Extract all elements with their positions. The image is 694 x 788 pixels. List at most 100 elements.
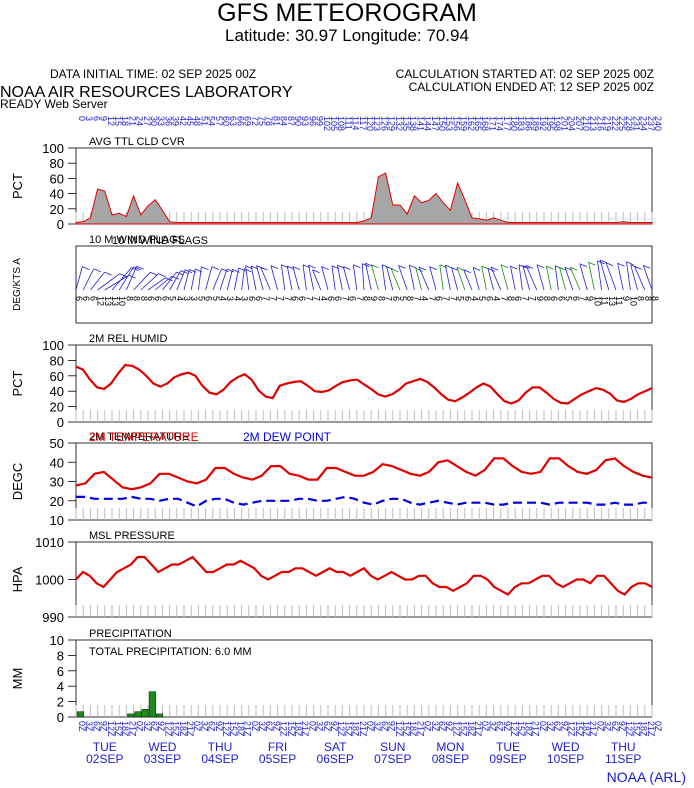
bottom-hour-label: 6Z <box>207 721 217 732</box>
wind-barb <box>487 268 494 291</box>
top-hour-label: 75 <box>257 116 267 126</box>
wind-barb-flag <box>579 263 587 268</box>
y-tick-label: 20 <box>50 202 64 217</box>
top-hour-label: 21 <box>127 116 137 126</box>
wind-speed-label: 7 <box>384 296 394 301</box>
bottom-hour-label: 18Z <box>120 721 130 737</box>
wind-speed-label: 7 <box>427 296 437 301</box>
wind-barb-flag <box>500 264 509 269</box>
top-hour-label: 33 <box>156 116 166 126</box>
wind-speed-label: 8 <box>650 296 660 301</box>
bottom-hour-label: 3Z <box>315 721 325 732</box>
wind-barb-flag <box>343 266 351 270</box>
wind-barb <box>588 262 595 291</box>
wind-barb <box>451 267 458 291</box>
wind-barb-flag <box>189 269 197 273</box>
bottom-hour-label: 3Z <box>257 721 267 732</box>
wind-barb-flag <box>445 264 453 269</box>
y-tick-label: 0 <box>57 415 64 430</box>
wind-barb <box>226 269 233 291</box>
wind-barb-flag <box>536 264 545 269</box>
wind-speed-label: 8 <box>362 296 372 301</box>
footer-credit: NOAA (ARL) <box>606 769 686 785</box>
bottom-hour-label: 15Z <box>171 721 181 737</box>
top-hour-label: 48 <box>192 116 202 126</box>
wind-speed-label: 3 <box>182 296 192 301</box>
wind-barb <box>418 266 430 291</box>
y-tick-label: 30 <box>50 475 64 490</box>
wind-speed-label: 5 <box>398 296 408 301</box>
wind-speed-label: 7 <box>499 296 509 301</box>
wind-barb-flag <box>136 265 144 270</box>
wind-barb <box>390 268 401 291</box>
top-hour-label: 39 <box>171 116 181 126</box>
top-hour-label: 237 <box>646 116 656 131</box>
wind-barb-flag <box>82 266 90 270</box>
wind-barb-flag <box>564 266 573 271</box>
bottom-hour-label: 12Z <box>279 721 289 737</box>
wind-barb-flag <box>93 268 101 273</box>
wind-barb <box>408 265 415 291</box>
bottom-hour-label: 12Z <box>394 721 404 737</box>
calc-ended: CALCULATION ENDED AT: 12 SEP 2025 00Z <box>408 80 654 94</box>
top-hour-label: 141 <box>415 116 425 131</box>
wind-barb <box>510 266 516 291</box>
y-tick-label: 40 <box>50 455 64 470</box>
wind-speed-label: 5 <box>456 296 466 301</box>
bottom-hour-label: 21Z <box>185 721 195 737</box>
top-hour-label: 6 <box>91 116 101 121</box>
bottom-hour-label: 0Z <box>538 721 548 732</box>
wind-barb <box>140 273 159 291</box>
wind-speed-label: 6 <box>463 296 473 301</box>
wind-barb-flag <box>481 265 489 270</box>
wind-barb <box>536 264 545 291</box>
wind-barb-flag <box>487 268 496 272</box>
panel-title: 10 M WIND FLAGS <box>89 234 185 246</box>
wind-speed-label: 6 <box>74 296 84 301</box>
wind-speed-label: 4 <box>420 296 430 301</box>
top-hour-label: 198 <box>552 116 562 131</box>
top-hour-label: 42 <box>178 116 188 126</box>
wind-barb <box>90 271 105 291</box>
series-line <box>75 555 653 596</box>
top-hour-label: 135 <box>401 116 411 131</box>
top-hour-label: 99 <box>315 116 325 126</box>
wind-speed-label: 7 <box>355 296 365 301</box>
y-axis-label: HPA <box>10 566 25 592</box>
wind-barb <box>162 271 177 291</box>
top-hour-label: 150 <box>437 116 447 131</box>
top-hour-label: 27 <box>142 116 152 126</box>
wind-speed-label: 9 <box>369 296 379 301</box>
bottom-hour-label: 12Z <box>567 721 577 737</box>
day-of-week-label: WED <box>552 740 580 754</box>
top-hour-label: 165 <box>473 116 483 131</box>
top-hour-label: 30 <box>149 116 159 126</box>
wind-barb-flag <box>312 269 320 274</box>
wind-barb-flag <box>150 271 158 276</box>
wind-barb <box>605 262 617 291</box>
wind-barb-flag <box>451 267 459 271</box>
top-hour-label: 186 <box>523 116 533 131</box>
wind-barb <box>292 266 300 291</box>
date-label: 06SEP <box>317 752 354 766</box>
series-line <box>75 363 653 405</box>
date-label: 11SEP <box>605 752 641 766</box>
bottom-hour-label: 0Z <box>77 721 87 732</box>
wind-barb-flag <box>133 266 141 271</box>
bottom-hour-label: 6Z <box>610 721 620 732</box>
top-hour-label: 213 <box>588 116 598 131</box>
y-tick-label: 40 <box>50 384 64 399</box>
wind-speed-label: 7 <box>268 296 278 301</box>
precip-bar <box>76 711 84 718</box>
wind-speed-label: 8 <box>506 296 516 301</box>
top-hour-label: 111 <box>343 116 353 130</box>
y-axis-label: DEGC <box>10 463 25 501</box>
wind-speed-label: 6 <box>81 296 91 301</box>
bottom-hour-label: 12Z <box>624 721 634 737</box>
precip-bar <box>148 691 156 718</box>
y-axis-label: DEG/KTS A <box>12 258 23 311</box>
top-hour-label: 93 <box>300 116 310 126</box>
bottom-hour-label: 15Z <box>631 721 641 737</box>
wind-barb-flag <box>570 266 578 271</box>
